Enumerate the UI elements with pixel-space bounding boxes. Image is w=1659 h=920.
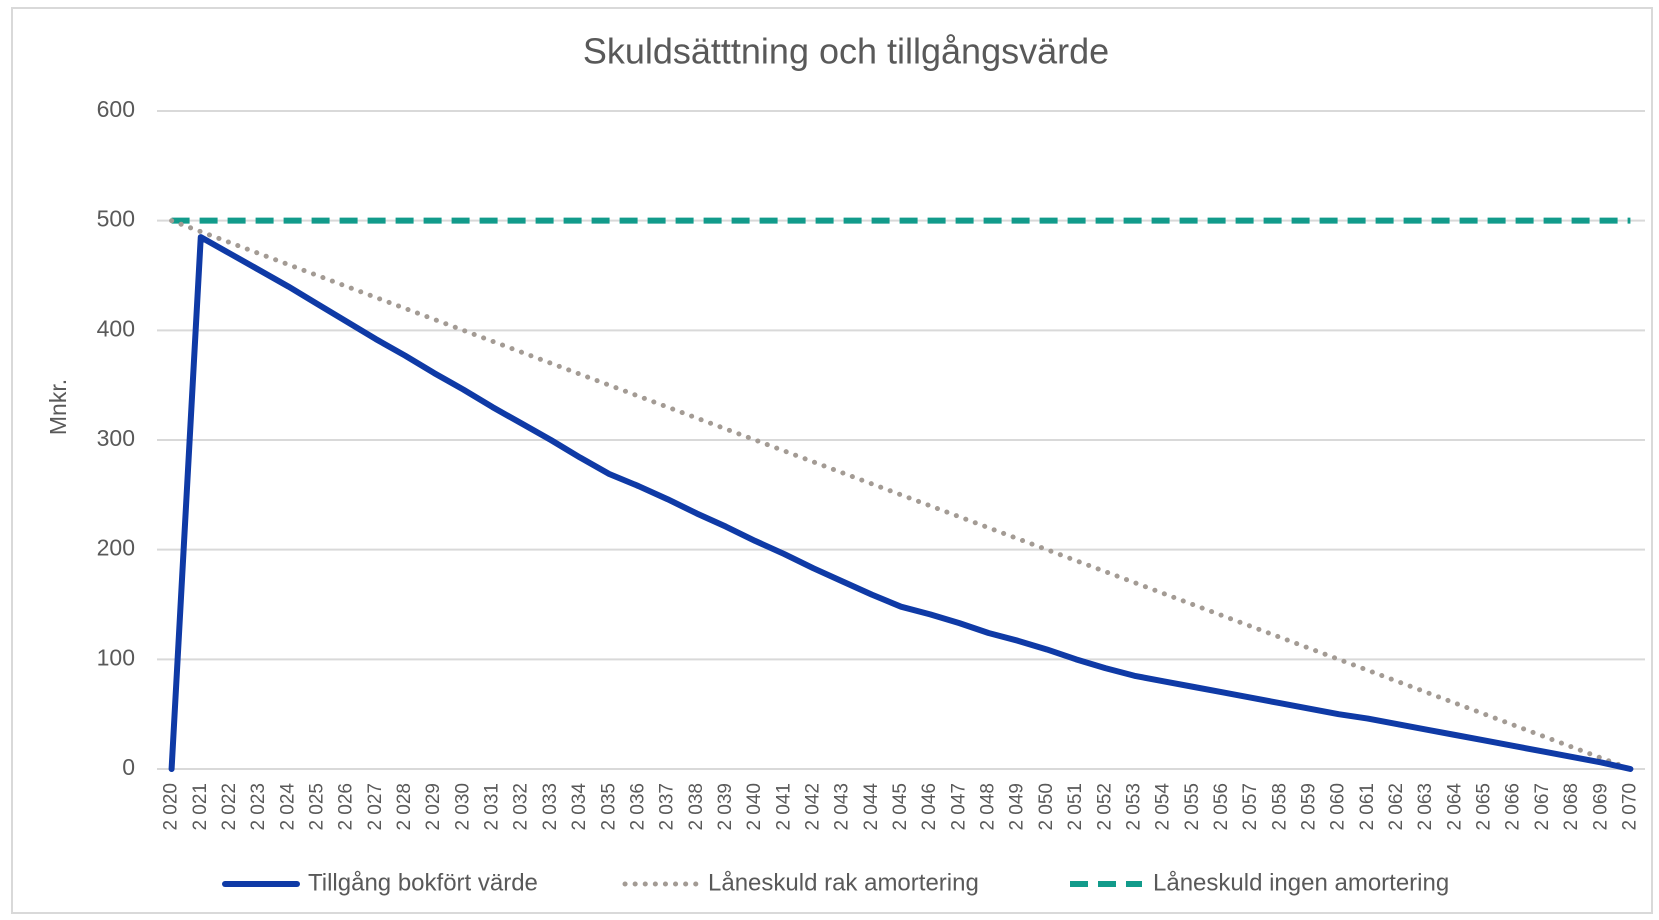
x-tick-label: 2 048 <box>978 783 999 831</box>
y-tick-label: 500 <box>97 206 135 232</box>
x-tick-label: 2 051 <box>1065 783 1086 831</box>
x-tick-label: 2 041 <box>773 783 794 831</box>
x-tick-label: 2 056 <box>1211 783 1232 831</box>
x-tick-label: 2 040 <box>744 783 765 831</box>
x-tick-label: 2 054 <box>1153 783 1174 831</box>
y-tick-label: 600 <box>97 96 135 122</box>
x-tick-label: 2 033 <box>540 783 561 831</box>
x-tick-label: 2 057 <box>1240 783 1261 831</box>
legend-label: Tillgång bokfört värde <box>308 869 538 896</box>
x-tick-label: 2 032 <box>511 783 532 831</box>
x-tick-label: 2 027 <box>365 783 386 831</box>
x-tick-label: 2 035 <box>598 783 619 831</box>
x-tick-label: 2 046 <box>919 783 940 831</box>
x-tick-label: 2 063 <box>1415 783 1436 831</box>
x-tick-label: 2 049 <box>1007 783 1028 831</box>
x-tick-label: 2 045 <box>890 783 911 831</box>
y-axis-title: Mnkr. <box>45 379 71 435</box>
x-tick-label: 2 038 <box>686 783 707 831</box>
x-tick-label: 2 023 <box>248 783 269 831</box>
x-tick-label: 2 024 <box>277 783 298 831</box>
x-tick-label: 2 066 <box>1503 783 1524 831</box>
x-tick-label: 2 039 <box>715 783 736 831</box>
x-tick-label: 2 050 <box>1036 783 1057 831</box>
x-tick-label: 2 022 <box>219 783 240 831</box>
x-tick-label: 2 047 <box>948 783 969 831</box>
chart-title: Skuldsätttning och tillgångsvärde <box>583 31 1109 72</box>
x-tick-label: 2 021 <box>190 783 211 831</box>
x-tick-label: 2 028 <box>394 783 415 831</box>
x-tick-label: 2 026 <box>336 783 357 831</box>
x-tick-label: 2 042 <box>802 783 823 831</box>
y-tick-label: 200 <box>97 535 135 561</box>
x-tick-label: 2 065 <box>1474 783 1495 831</box>
y-tick-label: 400 <box>97 315 135 341</box>
series-line <box>169 218 1633 772</box>
legend-label: Låneskuld ingen amortering <box>1153 869 1449 896</box>
x-tick-label: 2 058 <box>1269 783 1290 831</box>
x-tick-label: 2 034 <box>569 783 590 831</box>
x-tick-label: 2 044 <box>861 783 882 831</box>
y-tick-label: 300 <box>97 425 135 451</box>
x-tick-label: 2 059 <box>1298 783 1319 831</box>
x-tick-label: 2 029 <box>423 783 444 831</box>
x-tick-label: 2 030 <box>452 783 473 831</box>
x-tick-label: 2 053 <box>1123 783 1144 831</box>
x-tick-label: 2 062 <box>1386 783 1407 831</box>
y-tick-label: 0 <box>122 754 135 780</box>
x-tick-label: 2 069 <box>1590 783 1611 831</box>
y-tick-label: 100 <box>97 644 135 670</box>
x-tick-label: 2 036 <box>627 783 648 831</box>
x-tick-label: 2 060 <box>1328 783 1349 831</box>
series-line <box>168 234 1634 772</box>
x-tick-label: 2 070 <box>1619 783 1640 831</box>
x-tick-label: 2 052 <box>1094 783 1115 831</box>
x-tick-label: 2 055 <box>1182 783 1203 831</box>
x-tick-label: 2 031 <box>482 783 503 831</box>
x-tick-label: 2 043 <box>832 783 853 831</box>
chart-border <box>11 7 1653 914</box>
legend-label: Låneskuld rak amortering <box>708 869 979 896</box>
x-tick-label: 2 068 <box>1561 783 1582 831</box>
x-tick-label: 2 064 <box>1444 783 1465 831</box>
x-tick-label: 2 061 <box>1357 783 1378 831</box>
x-tick-label: 2 025 <box>306 783 327 831</box>
x-tick-label: 2 037 <box>657 783 678 831</box>
x-tick-label: 2 067 <box>1532 783 1553 831</box>
x-tick-label: 2 020 <box>161 783 182 831</box>
